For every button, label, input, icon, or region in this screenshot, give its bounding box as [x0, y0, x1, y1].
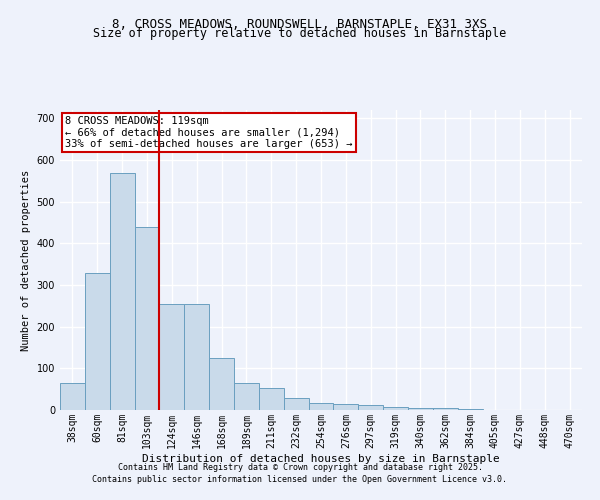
Bar	[85, 272, 110, 410]
Bar	[284, 398, 308, 410]
Text: Size of property relative to detached houses in Barnstaple: Size of property relative to detached ho…	[94, 28, 506, 40]
Bar	[383, 406, 408, 410]
Bar	[60, 383, 85, 410]
Text: Contains public sector information licensed under the Open Government Licence v3: Contains public sector information licen…	[92, 474, 508, 484]
Bar	[110, 172, 134, 410]
Bar	[334, 404, 358, 410]
Bar	[134, 226, 160, 410]
Text: 8 CROSS MEADOWS: 119sqm
← 66% of detached houses are smaller (1,294)
33% of semi: 8 CROSS MEADOWS: 119sqm ← 66% of detache…	[65, 116, 353, 149]
Text: 8, CROSS MEADOWS, ROUNDSWELL, BARNSTAPLE, EX31 3XS: 8, CROSS MEADOWS, ROUNDSWELL, BARNSTAPLE…	[113, 18, 487, 30]
Bar	[234, 383, 259, 410]
Y-axis label: Number of detached properties: Number of detached properties	[21, 170, 31, 350]
Bar	[259, 388, 284, 410]
Bar	[160, 304, 184, 410]
Bar	[209, 358, 234, 410]
Bar	[358, 405, 383, 410]
Bar	[433, 408, 458, 410]
Bar	[408, 408, 433, 410]
Bar	[308, 403, 334, 410]
Text: Contains HM Land Registry data © Crown copyright and database right 2025.: Contains HM Land Registry data © Crown c…	[118, 464, 482, 472]
Bar	[184, 304, 209, 410]
X-axis label: Distribution of detached houses by size in Barnstaple: Distribution of detached houses by size …	[142, 454, 500, 464]
Bar	[458, 409, 482, 410]
